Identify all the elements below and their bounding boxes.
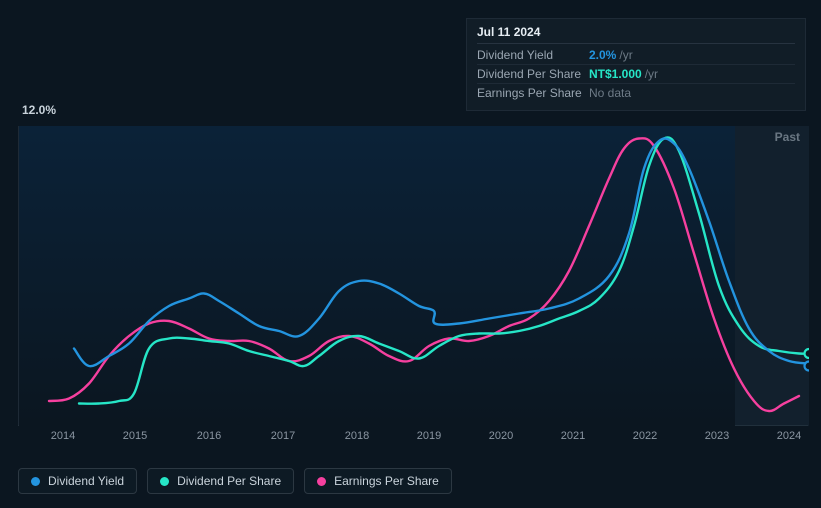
chart-legend: Dividend Yield Dividend Per Share Earnin… [18, 468, 452, 494]
tooltip-label: Earnings Per Share [477, 86, 589, 100]
x-tick-label: 2022 [633, 430, 657, 442]
legend-item-earnings-per-share[interactable]: Earnings Per Share [304, 468, 452, 494]
tooltip-row: Dividend Per Share NT$1.000 /yr [477, 65, 795, 84]
x-tick-label: 2023 [705, 430, 729, 442]
x-tick-label: 2018 [345, 430, 369, 442]
plot-area[interactable] [18, 126, 808, 426]
tooltip-value: No data [589, 86, 631, 100]
tooltip-row: Earnings Per Share No data [477, 84, 795, 102]
x-tick-label: 2015 [123, 430, 147, 442]
x-tick-label: 2019 [417, 430, 441, 442]
legend-item-dividend-yield[interactable]: Dividend Yield [18, 468, 137, 494]
x-tick-label: 2014 [51, 430, 75, 442]
legend-label: Dividend Yield [48, 474, 124, 488]
tooltip-value: NT$1.000 [589, 67, 642, 81]
legend-dot-icon [160, 477, 169, 486]
legend-dot-icon [317, 477, 326, 486]
chart-svg [19, 126, 809, 426]
tooltip-value: 2.0% [589, 48, 616, 62]
dividend-chart[interactable]: 12.0% 0% Past 20142015201620172018201920… [18, 108, 808, 448]
legend-label: Earnings Per Share [334, 474, 439, 488]
x-tick-label: 2016 [197, 430, 221, 442]
legend-dot-icon [31, 477, 40, 486]
chart-tooltip: Jul 11 2024 Dividend Yield 2.0% /yr Divi… [466, 18, 806, 111]
y-axis-max: 12.0% [22, 103, 56, 117]
legend-label: Dividend Per Share [177, 474, 281, 488]
x-tick-label: 2024 [777, 430, 801, 442]
tooltip-label: Dividend Yield [477, 48, 589, 62]
tooltip-unit: /yr [645, 67, 658, 81]
tooltip-unit: /yr [619, 48, 632, 62]
x-tick-label: 2021 [561, 430, 585, 442]
x-axis-ticks: 2014 2015 2016 2017 2018 2019 2020 2021 2022 2023… [18, 430, 808, 448]
legend-item-dividend-per-share[interactable]: Dividend Per Share [147, 468, 294, 494]
tooltip-row: Dividend Yield 2.0% /yr [477, 46, 795, 65]
x-tick-label: 2017 [271, 430, 295, 442]
tooltip-label: Dividend Per Share [477, 67, 589, 81]
tooltip-date: Jul 11 2024 [477, 25, 795, 44]
x-tick-label: 2020 [489, 430, 513, 442]
